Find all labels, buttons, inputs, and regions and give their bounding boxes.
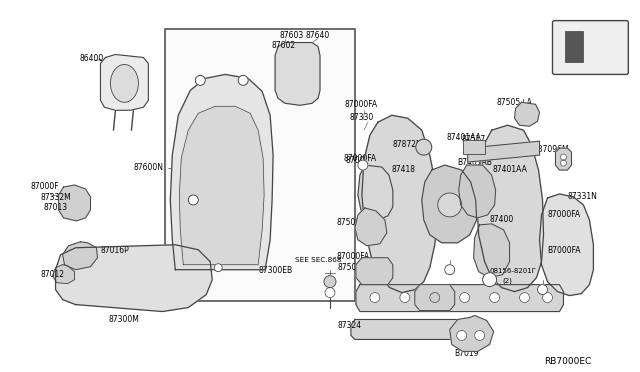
Text: B7401A: B7401A bbox=[418, 286, 447, 295]
Circle shape bbox=[483, 273, 497, 286]
Text: B7019: B7019 bbox=[454, 349, 479, 358]
Circle shape bbox=[400, 293, 410, 302]
Text: 87600N: 87600N bbox=[133, 163, 163, 172]
Polygon shape bbox=[351, 320, 484, 339]
Polygon shape bbox=[355, 208, 387, 246]
Text: (2): (2) bbox=[502, 278, 513, 284]
Polygon shape bbox=[474, 224, 509, 278]
Circle shape bbox=[430, 293, 440, 302]
Circle shape bbox=[543, 293, 552, 302]
Polygon shape bbox=[540, 194, 593, 296]
Polygon shape bbox=[179, 106, 264, 265]
Text: -87096M: -87096M bbox=[536, 145, 569, 154]
Circle shape bbox=[325, 288, 335, 298]
Text: B: B bbox=[486, 274, 491, 279]
Text: 87501A: 87501A bbox=[338, 263, 367, 272]
Text: 08156-8201Г: 08156-8201Г bbox=[490, 268, 536, 274]
Circle shape bbox=[238, 76, 248, 86]
Text: 87300EB: 87300EB bbox=[258, 266, 292, 275]
Circle shape bbox=[561, 154, 566, 160]
Text: 86400: 86400 bbox=[79, 54, 104, 64]
Polygon shape bbox=[356, 285, 563, 311]
Text: 87300M: 87300M bbox=[108, 314, 140, 324]
Text: 87012: 87012 bbox=[40, 270, 65, 279]
Polygon shape bbox=[358, 165, 393, 220]
Text: 87640: 87640 bbox=[305, 31, 330, 39]
Text: 87505+A: 87505+A bbox=[497, 98, 532, 108]
Circle shape bbox=[195, 76, 205, 86]
Bar bbox=[463, 140, 484, 154]
Text: 87400: 87400 bbox=[490, 215, 514, 224]
Bar bbox=[566, 31, 584, 62]
Text: 87016P: 87016P bbox=[100, 246, 129, 255]
Circle shape bbox=[460, 293, 470, 302]
Circle shape bbox=[490, 293, 500, 302]
Circle shape bbox=[475, 330, 484, 340]
Circle shape bbox=[324, 276, 336, 288]
Text: RB7000EC: RB7000EC bbox=[545, 357, 592, 366]
Circle shape bbox=[457, 330, 467, 340]
Circle shape bbox=[188, 195, 198, 205]
Polygon shape bbox=[63, 242, 97, 270]
Polygon shape bbox=[59, 185, 90, 221]
Polygon shape bbox=[450, 315, 493, 352]
Ellipse shape bbox=[111, 64, 138, 102]
Polygon shape bbox=[275, 42, 320, 105]
Text: 87331N: 87331N bbox=[568, 192, 597, 201]
Text: SEE SEC.868: SEE SEC.868 bbox=[295, 257, 342, 263]
Polygon shape bbox=[170, 74, 273, 270]
Circle shape bbox=[520, 293, 529, 302]
Polygon shape bbox=[515, 102, 540, 126]
Bar bbox=[165, 29, 355, 301]
Circle shape bbox=[214, 264, 222, 272]
Polygon shape bbox=[422, 165, 477, 243]
Polygon shape bbox=[100, 54, 148, 110]
Circle shape bbox=[445, 265, 454, 275]
Text: 87401AA: 87401AA bbox=[447, 133, 481, 142]
Text: 87000FA: 87000FA bbox=[344, 154, 377, 163]
Polygon shape bbox=[415, 285, 454, 311]
Text: 87602: 87602 bbox=[271, 41, 295, 49]
Circle shape bbox=[416, 139, 432, 155]
Text: 87603: 87603 bbox=[279, 31, 303, 39]
Polygon shape bbox=[468, 141, 540, 162]
Circle shape bbox=[358, 160, 368, 170]
Polygon shape bbox=[556, 148, 572, 170]
Text: 87517: 87517 bbox=[461, 135, 486, 144]
Polygon shape bbox=[56, 245, 212, 311]
Text: 87332M: 87332M bbox=[40, 193, 71, 202]
Polygon shape bbox=[459, 165, 495, 218]
Text: 87000FA: 87000FA bbox=[346, 156, 379, 165]
Text: B7000FA: B7000FA bbox=[547, 246, 581, 255]
Circle shape bbox=[538, 285, 547, 295]
Circle shape bbox=[370, 293, 380, 302]
Text: 87000F: 87000F bbox=[31, 182, 60, 191]
FancyBboxPatch shape bbox=[552, 20, 628, 74]
Text: 87000FA: 87000FA bbox=[547, 210, 580, 219]
Text: 87000FA: 87000FA bbox=[345, 100, 378, 109]
Circle shape bbox=[438, 193, 461, 217]
Text: 87330: 87330 bbox=[350, 113, 374, 122]
Text: 87872M: 87872M bbox=[393, 140, 424, 149]
Text: 87401AA: 87401AA bbox=[493, 165, 527, 174]
Polygon shape bbox=[362, 115, 438, 293]
Circle shape bbox=[561, 160, 566, 166]
Text: 87418: 87418 bbox=[392, 165, 416, 174]
Polygon shape bbox=[52, 265, 74, 283]
Polygon shape bbox=[477, 125, 543, 292]
Text: B7401AB: B7401AB bbox=[458, 158, 493, 167]
Text: 87505: 87505 bbox=[337, 218, 361, 227]
Text: 87013: 87013 bbox=[44, 203, 68, 212]
Polygon shape bbox=[356, 258, 393, 285]
Text: 87000FA: 87000FA bbox=[337, 252, 370, 261]
Text: 87324: 87324 bbox=[338, 321, 362, 330]
